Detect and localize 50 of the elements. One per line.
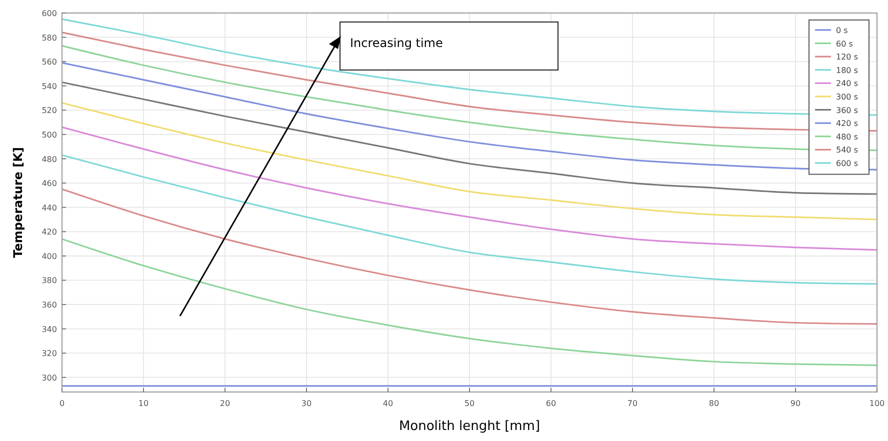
x-tick-label: 0: [59, 399, 65, 408]
y-tick-label: 600: [42, 9, 57, 18]
annotation: Increasing time: [350, 36, 443, 50]
legend-label: 180 s: [836, 66, 858, 75]
y-tick-label: 380: [42, 276, 57, 286]
y-tick-label: 320: [42, 349, 57, 358]
x-tick-label: 70: [627, 399, 638, 408]
legend-label: 120 s: [836, 52, 858, 62]
legend-label: 240 s: [836, 79, 858, 88]
legend-label: 480 s: [836, 132, 858, 142]
line-series: [61, 32, 878, 132]
x-tick-label: 10: [138, 399, 149, 408]
y-tick-label: 360: [42, 300, 57, 310]
y-tick-label: 340: [42, 324, 57, 334]
legend-label: 360 s: [836, 106, 858, 115]
x-tick-label: 20: [220, 399, 230, 408]
x-tick-label: 40: [382, 399, 394, 408]
x-tick-label: 50: [464, 399, 475, 408]
x-tick-label: 60: [546, 399, 556, 408]
legend-label: 60 s: [836, 39, 853, 48]
legend-label: 0 s: [836, 26, 848, 35]
x-tick-label: 30: [301, 399, 312, 408]
y-tick-label: 500: [42, 130, 57, 140]
y-tick-label: 480: [42, 154, 57, 164]
line-series: [61, 102, 878, 220]
x-tick-label: 80: [708, 399, 720, 408]
y-tick-label: 460: [42, 179, 57, 188]
x-tick-label: 100: [869, 399, 885, 408]
line-series: [61, 126, 878, 251]
legend-label: 600 s: [836, 159, 858, 168]
y-tick-label: 440: [42, 203, 57, 212]
x-tick-label: 90: [790, 399, 801, 408]
legend-label: 540 s: [836, 146, 858, 155]
legend-label: 300 s: [836, 92, 858, 102]
line-series: [61, 62, 878, 170]
line-series: [61, 238, 878, 366]
y-tick-label: 580: [42, 33, 57, 42]
y-tick-label: 520: [42, 106, 57, 116]
y-axis-title: Temperature [K]: [11, 147, 25, 258]
y-tick-label: 540: [42, 82, 57, 91]
line-series: [61, 154, 878, 285]
y-tick-label: 560: [42, 58, 57, 67]
legend-label: 420 s: [836, 119, 858, 128]
line-series: [61, 18, 878, 116]
x-axis-title: Monolith lenght [mm]: [398, 419, 540, 434]
y-tick-label: 400: [42, 252, 57, 261]
y-tick-label: 300: [42, 373, 57, 382]
y-tick-label: 420: [42, 228, 57, 237]
line-series: [61, 188, 878, 325]
line-series: [61, 81, 878, 195]
